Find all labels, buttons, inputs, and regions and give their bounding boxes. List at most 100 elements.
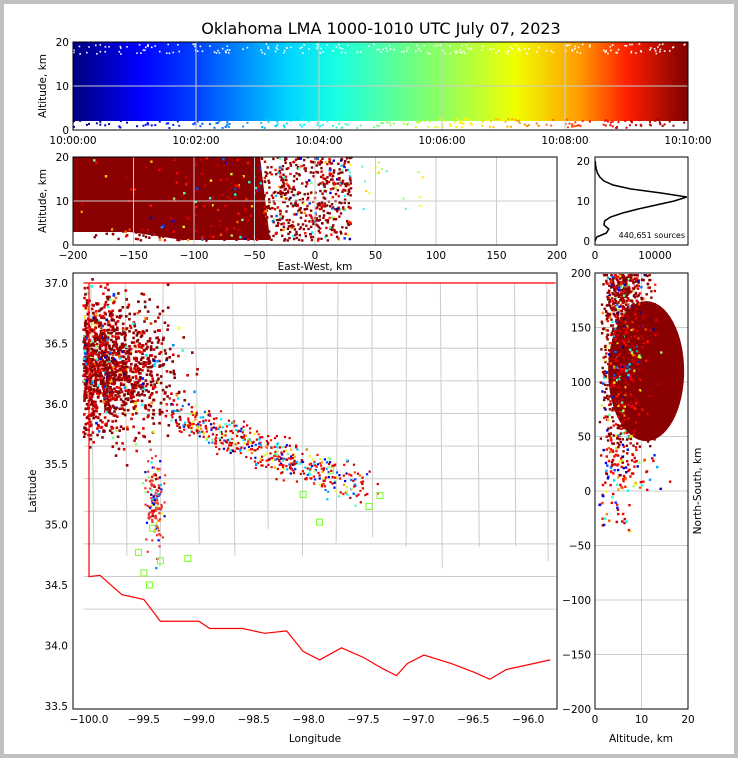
source-point [91, 322, 94, 325]
source-point [80, 203, 84, 206]
source-point [367, 45, 370, 48]
source-point [122, 196, 125, 199]
source-point [250, 447, 254, 451]
source-point [638, 43, 641, 45]
source-point [177, 190, 181, 193]
source-point [116, 332, 120, 335]
time-height-x-tick-label: 10:06:00 [418, 135, 465, 147]
source-point [148, 165, 152, 168]
source-point [103, 303, 107, 306]
source-point [631, 472, 635, 475]
source-point [632, 484, 636, 488]
source-point [337, 206, 340, 209]
source-point [320, 467, 323, 470]
source-point [261, 126, 264, 129]
source-point [110, 397, 113, 401]
source-point [149, 229, 152, 232]
source-point [615, 315, 618, 319]
east-west-x-label: East-West, km [278, 261, 353, 273]
source-point [292, 185, 295, 189]
source-point [242, 174, 245, 178]
source-point [283, 238, 287, 241]
source-point [117, 292, 120, 295]
source-point [131, 322, 135, 325]
source-point [618, 460, 622, 463]
source-point [91, 365, 94, 369]
source-point [295, 230, 298, 234]
source-point [627, 383, 630, 386]
source-point [258, 166, 262, 170]
source-point [200, 182, 203, 186]
source-point [73, 120, 75, 123]
source-point [151, 539, 154, 542]
source-point [110, 369, 114, 372]
source-point [119, 398, 123, 401]
source-point [124, 289, 128, 292]
source-point [84, 319, 88, 323]
source-point [151, 214, 155, 218]
source-point [287, 185, 291, 188]
source-point [605, 304, 609, 307]
source-point [217, 184, 220, 188]
source-point [292, 469, 295, 472]
source-point [652, 328, 655, 331]
source-point [251, 235, 254, 238]
source-point [91, 348, 95, 352]
source-point [111, 177, 114, 180]
source-point [134, 404, 137, 408]
source-point [646, 339, 650, 342]
source-point [331, 482, 334, 485]
source-point [98, 351, 101, 354]
source-point [245, 177, 248, 180]
source-point [106, 283, 109, 286]
source-point [109, 376, 113, 380]
source-point [273, 453, 276, 456]
source-point [649, 123, 652, 126]
source-point [632, 363, 635, 367]
source-point [636, 274, 639, 277]
source-point [331, 196, 335, 199]
source-point [95, 406, 99, 410]
source-point [625, 299, 629, 303]
source-point [150, 169, 153, 173]
source-point [223, 180, 226, 184]
source-point [107, 206, 110, 210]
source-point [103, 191, 106, 195]
source-point [139, 239, 143, 242]
source-point [275, 214, 278, 218]
source-point [684, 43, 686, 46]
source-point [113, 397, 116, 401]
source-point [186, 216, 189, 219]
source-point [198, 435, 201, 438]
source-point [90, 228, 93, 231]
source-point [308, 120, 311, 123]
source-point [231, 437, 234, 441]
source-point [612, 472, 615, 475]
source-point [537, 46, 540, 49]
source-point [344, 123, 347, 126]
source-point [103, 311, 107, 315]
source-point [311, 160, 314, 164]
source-point [157, 469, 160, 472]
source-point [99, 357, 102, 361]
source-point [111, 340, 115, 344]
source-point [142, 124, 145, 127]
source-point [125, 374, 128, 377]
source-point [346, 168, 350, 172]
source-point [617, 358, 621, 362]
source-point [100, 374, 103, 378]
source-point [617, 476, 620, 479]
source-point [194, 415, 197, 418]
source-point [104, 300, 108, 304]
source-point [279, 214, 282, 218]
source-point [172, 197, 176, 200]
source-point [289, 172, 292, 176]
source-point [128, 330, 131, 333]
source-point [282, 222, 285, 225]
source-point [156, 305, 159, 309]
source-point [183, 398, 187, 402]
source-point [281, 215, 285, 218]
source-point [155, 534, 159, 537]
source-point [343, 237, 346, 240]
source-point [318, 218, 322, 222]
